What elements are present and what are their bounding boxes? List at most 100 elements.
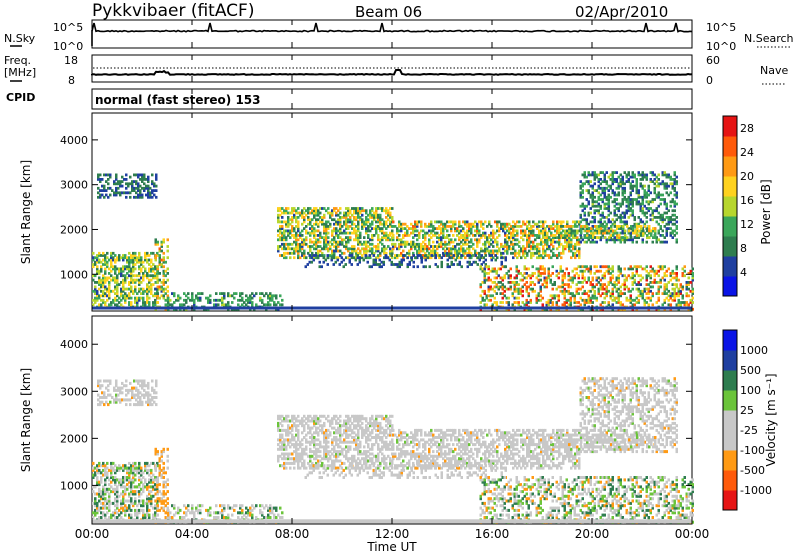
- power-cell: [685, 287, 688, 291]
- power-cell: [140, 269, 143, 273]
- velocity-cell: [126, 468, 129, 472]
- power-cell: [349, 211, 352, 215]
- power-cell: [381, 231, 384, 235]
- power-cell: [96, 289, 99, 293]
- power-cell: [645, 216, 648, 219]
- power-cell: [400, 238, 403, 242]
- power-cell: [416, 256, 419, 260]
- power-cell: [424, 238, 427, 242]
- power-cell: [499, 285, 502, 289]
- power-cell: [134, 258, 137, 262]
- power-cell: [486, 236, 489, 239]
- power-cell: [538, 234, 541, 237]
- power-cell: [665, 216, 668, 219]
- power-cell: [639, 218, 642, 222]
- power-cell: [289, 231, 292, 235]
- power-cell: [464, 234, 467, 237]
- power-cell: [317, 238, 320, 242]
- power-cell: [645, 207, 648, 210]
- velocity-cell: [112, 461, 115, 465]
- power-cell: [468, 263, 471, 266]
- power-cell: [580, 231, 583, 235]
- power-cell: [94, 292, 97, 295]
- power-cell: [94, 301, 97, 304]
- power-cell: [492, 245, 495, 248]
- power-cell: [412, 254, 415, 257]
- power-cell: [444, 254, 447, 257]
- velocity-cell: [103, 393, 106, 397]
- power-cell: [367, 256, 370, 260]
- power-cell: [162, 251, 165, 255]
- power-cell: [154, 301, 157, 304]
- power-cell: [347, 227, 350, 230]
- power-cell: [641, 198, 644, 201]
- power-cell: [96, 260, 99, 264]
- velocity-cell: [109, 381, 112, 385]
- power-cell: [295, 240, 298, 244]
- power-cell: [309, 211, 312, 215]
- power-cell: [319, 216, 322, 219]
- power-cell: [597, 178, 600, 181]
- power-cell: [123, 191, 126, 195]
- power-cell: [167, 303, 170, 307]
- power-colorbar-frame: [722, 115, 738, 297]
- power-cell: [398, 225, 401, 228]
- power-cell: [661, 276, 664, 280]
- power-cell: [491, 281, 494, 284]
- power-cell: [476, 229, 479, 233]
- power-cell: [239, 292, 242, 295]
- power-cell: [144, 267, 147, 271]
- power-cell: [667, 218, 670, 222]
- power-cell: [657, 222, 660, 226]
- power-cell: [613, 296, 616, 300]
- power-cell: [581, 292, 584, 295]
- power-cell: [601, 265, 604, 269]
- power-cell: [546, 247, 549, 251]
- power-cell: [513, 301, 516, 304]
- power-cell: [325, 222, 328, 226]
- power-cell: [598, 227, 601, 230]
- power-cell: [131, 189, 134, 192]
- power-cell: [604, 236, 607, 239]
- power-cell: [378, 265, 381, 269]
- power-cell: [586, 229, 589, 233]
- power-cell: [412, 251, 415, 255]
- power-cell: [621, 202, 624, 206]
- velocity-cell: [140, 480, 143, 484]
- power-cell: [587, 213, 590, 217]
- power-cell: [345, 245, 348, 248]
- power-cell: [591, 202, 594, 206]
- power-cell: [128, 260, 131, 264]
- power-cell: [627, 231, 630, 235]
- power-cell: [215, 292, 218, 295]
- power-cell: [313, 236, 316, 239]
- power-cell: [391, 249, 394, 253]
- power-cell: [369, 222, 372, 226]
- power-cell: [512, 251, 515, 255]
- power-cell: [671, 298, 674, 302]
- velocity-cell: [101, 396, 104, 399]
- power-cell: [597, 191, 600, 195]
- power-cell: [474, 254, 477, 257]
- power-cell: [229, 294, 232, 298]
- power-cell: [110, 289, 113, 293]
- power-cell: [387, 209, 390, 213]
- velocity-cell: [96, 478, 99, 482]
- velocity-cell: [119, 400, 122, 404]
- power-cell: [424, 258, 427, 262]
- power-cell: [601, 216, 604, 219]
- power-cell: [97, 175, 100, 179]
- velocity-cell: [126, 508, 129, 512]
- power-cell: [555, 294, 558, 298]
- power-cell: [526, 251, 529, 255]
- velocity-cell: [112, 466, 115, 470]
- power-cell: [665, 296, 668, 300]
- power-cell: [158, 247, 161, 251]
- power-cell: [687, 294, 690, 298]
- power-cell: [667, 216, 670, 219]
- power-cell: [552, 251, 555, 255]
- power-cell: [138, 256, 141, 260]
- power-cell: [506, 234, 509, 237]
- power-cell: [424, 242, 427, 246]
- power-cell: [673, 294, 676, 298]
